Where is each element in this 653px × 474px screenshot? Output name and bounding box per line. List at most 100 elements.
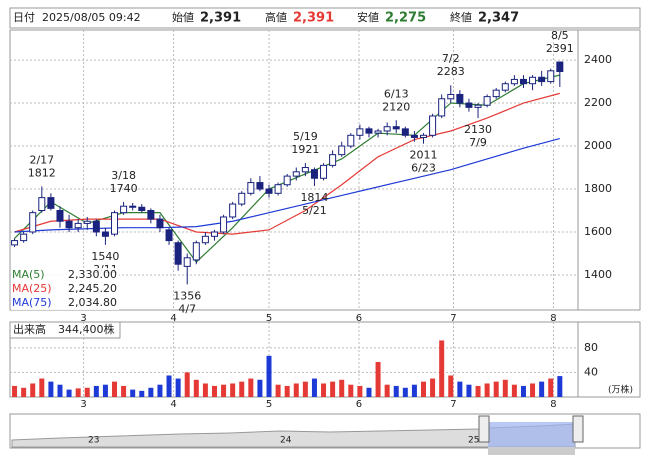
candle-body [101, 231, 109, 237]
legend-name: MA(25) [12, 282, 52, 295]
volume-bar [448, 375, 454, 397]
volume-bar [302, 381, 308, 397]
volume-bar [139, 390, 145, 397]
candle-body [11, 240, 19, 246]
navigator-label: 23 [88, 436, 99, 446]
candle-body [501, 83, 509, 91]
x-tick-label: 4 [170, 399, 176, 410]
open: 2,391 [200, 11, 241, 26]
candle-body [410, 134, 418, 138]
candle-body [383, 126, 391, 132]
candle-body [438, 98, 446, 117]
x-tick-label: 5 [266, 313, 272, 324]
annotation-date: 6/13 [384, 87, 409, 100]
navigator-handle[interactable] [572, 415, 584, 443]
volume-bar [511, 384, 517, 397]
candle-body [56, 210, 64, 222]
annotation-date: 4/7 [178, 302, 196, 315]
volume-bar [193, 379, 199, 397]
navigator-scrollbar[interactable] [488, 447, 575, 455]
candle-body [483, 96, 491, 106]
annotation-value: 2130 [464, 123, 492, 136]
datetime: 2025/08/05 09:42 [42, 11, 141, 24]
candle-body [401, 128, 409, 136]
volume-bar [502, 379, 508, 397]
y-tick-label: 2200 [584, 96, 612, 109]
volume-bar [157, 384, 163, 397]
annotation-date: 6/23 [411, 162, 436, 175]
candle-body [556, 61, 564, 72]
volume-label-box [9, 321, 121, 339]
candle-body [174, 242, 182, 265]
candle-body [47, 197, 55, 209]
annotation-value: 2283 [437, 65, 465, 78]
volume-bar [30, 383, 36, 397]
ma-line [14, 92, 560, 235]
candle-body [374, 130, 382, 134]
y-tick-label: 2400 [584, 53, 612, 66]
candle-body [456, 93, 464, 104]
x-tick-label: 7 [450, 399, 456, 410]
volume-bar [66, 389, 72, 397]
legend-value: 2,245.20 [68, 282, 117, 295]
candle-body [147, 210, 155, 220]
annotation-date: 8/5 [551, 29, 569, 42]
volume-bar [284, 385, 290, 397]
volume-bar [48, 381, 54, 397]
candle-body [474, 104, 482, 108]
legend-value: 2,034.80 [68, 296, 117, 309]
volume-bar [421, 381, 427, 397]
candle-body [92, 220, 100, 233]
volume-bar [475, 385, 481, 397]
candle-body [165, 229, 173, 242]
legend-bg [11, 268, 119, 282]
high-label: 高値 [265, 10, 287, 24]
volume-bar [148, 387, 154, 397]
volume-unit: (万株) [608, 384, 633, 396]
candle-body [156, 218, 164, 229]
y-tick-label: 1600 [584, 225, 612, 238]
volume-bar [484, 383, 490, 397]
volume-bar [348, 384, 354, 397]
volume-bar [221, 384, 227, 397]
volume-bar [321, 383, 327, 397]
annotation-value: 1921 [291, 143, 319, 156]
volume-bar [357, 385, 363, 397]
volume-title: 出来高 [13, 322, 46, 336]
volume-bar [539, 381, 545, 397]
volume-bar [339, 379, 345, 397]
annotation-date: 7/9 [469, 136, 487, 149]
y-tick-label: 2000 [584, 139, 612, 152]
navigator[interactable] [9, 413, 641, 455]
candle-body [138, 206, 146, 212]
close-label: 終値 [450, 10, 472, 24]
legend-bg [11, 282, 119, 296]
candle-body [420, 134, 428, 138]
low: 2,275 [385, 11, 426, 26]
candle-body [465, 102, 473, 108]
candle-body [547, 70, 555, 83]
candle-body [274, 184, 282, 194]
candle-body [492, 89, 500, 98]
annotation-value: 2391 [546, 42, 574, 55]
candle-body [201, 235, 209, 244]
volume-bar [84, 387, 90, 397]
candle-body [229, 203, 237, 218]
close: 2,347 [478, 11, 519, 26]
y-tick-label: 1800 [584, 182, 612, 195]
candle-body [192, 242, 200, 261]
candle-body [183, 257, 191, 267]
volume-last: 344,400株 [58, 322, 115, 336]
candle-body [238, 192, 246, 205]
volume-bar [230, 383, 236, 397]
volume-bar [211, 385, 217, 397]
navigator-handle[interactable] [478, 415, 490, 443]
header-box [9, 7, 641, 29]
navigator-label: 24 [280, 436, 292, 446]
volume-bar [102, 384, 108, 397]
low-label: 安値 [357, 10, 379, 24]
volume-bar [275, 384, 281, 397]
price-frame [9, 29, 641, 311]
candle-body [65, 220, 73, 229]
navigator-label: 25 [468, 436, 479, 446]
